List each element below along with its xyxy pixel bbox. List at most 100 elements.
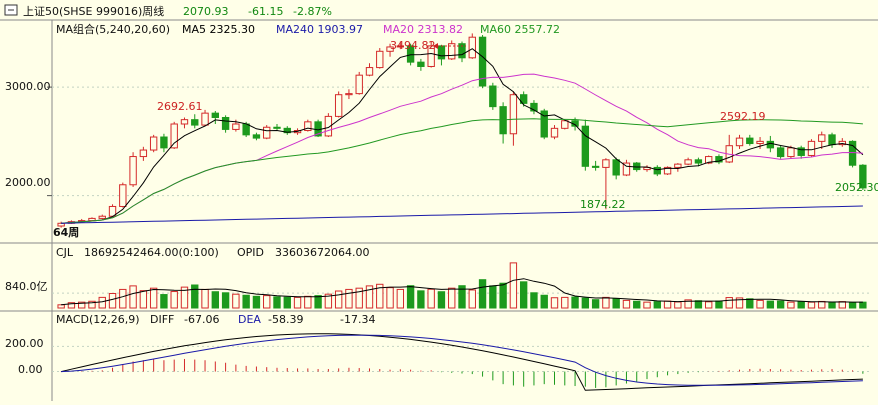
candle[interactable] (859, 164, 867, 190)
volume-bar[interactable] (108, 292, 117, 309)
candle[interactable] (417, 58, 425, 71)
candle-body[interactable] (273, 126, 281, 129)
candle-body[interactable] (98, 215, 106, 219)
volume-bar[interactable] (663, 300, 672, 309)
volume-bar[interactable] (406, 285, 415, 309)
candle-body[interactable] (561, 120, 569, 129)
candle-body[interactable] (787, 147, 795, 158)
volume-bar[interactable] (170, 291, 178, 309)
candle-body[interactable] (674, 163, 682, 168)
candle-body[interactable] (263, 126, 271, 139)
volume-bar[interactable] (478, 279, 487, 309)
candle[interactable] (684, 157, 692, 166)
candle-body[interactable] (735, 137, 744, 147)
candle[interactable] (591, 160, 600, 171)
candle-body[interactable] (376, 50, 384, 69)
volume-bar[interactable] (149, 287, 158, 309)
candle-body[interactable] (149, 136, 158, 151)
volume-bar[interactable] (242, 294, 250, 309)
candle-body[interactable] (427, 45, 435, 67)
candle[interactable] (489, 82, 497, 110)
candle[interactable] (715, 154, 723, 165)
volume-bar[interactable] (561, 296, 569, 309)
volume-bar[interactable] (807, 301, 816, 309)
volume-bar[interactable] (602, 296, 610, 309)
volume-bar[interactable] (293, 296, 302, 309)
volume-bar[interactable] (252, 295, 261, 309)
candle-body[interactable] (591, 165, 600, 168)
volume-bar[interactable] (201, 288, 209, 309)
candle-body[interactable] (119, 184, 127, 207)
candle-body[interactable] (838, 140, 846, 146)
candle-body[interactable] (252, 134, 261, 139)
volume-bar[interactable] (581, 297, 590, 309)
volume-bar[interactable] (211, 291, 220, 309)
candle[interactable] (468, 33, 476, 59)
volume-bar[interactable] (828, 302, 836, 309)
candle-body[interactable] (663, 166, 672, 175)
candle[interactable] (304, 119, 312, 132)
candle[interactable] (355, 71, 363, 95)
candle[interactable] (365, 63, 374, 77)
volume-bar[interactable] (88, 300, 96, 309)
candle[interactable] (170, 121, 178, 149)
volume-bar[interactable] (67, 302, 76, 309)
volume-bar[interactable] (499, 282, 507, 309)
candle-body[interactable] (684, 159, 692, 165)
candle[interactable] (273, 124, 281, 131)
volume-bar[interactable] (386, 287, 394, 309)
candle[interactable] (612, 157, 620, 180)
volume-bar[interactable] (735, 297, 744, 309)
candle[interactable] (345, 89, 353, 100)
candle[interactable] (848, 140, 857, 168)
volume-indicator-name[interactable]: CJL (56, 246, 74, 259)
volume-bar[interactable] (612, 298, 620, 309)
candle-body[interactable] (859, 164, 867, 189)
volume-bar[interactable] (345, 288, 353, 309)
candle[interactable] (807, 139, 816, 157)
candle-body[interactable] (581, 125, 590, 167)
volume-bar[interactable] (365, 285, 374, 309)
candle[interactable] (674, 163, 682, 172)
volume-bar[interactable] (591, 299, 600, 309)
volume-bar[interactable] (221, 292, 230, 309)
candle-body[interactable] (129, 156, 137, 186)
candle-body[interactable] (715, 156, 723, 163)
candle[interactable] (735, 134, 744, 149)
candle-body[interactable] (550, 127, 559, 138)
candle[interactable] (622, 159, 631, 177)
candle[interactable] (530, 100, 538, 115)
volume-bar[interactable] (653, 301, 661, 309)
candle-body[interactable] (704, 156, 713, 164)
candle[interactable] (448, 40, 456, 60)
candle[interactable] (653, 165, 661, 177)
candle-body[interactable] (653, 166, 661, 175)
candle[interactable] (550, 125, 559, 140)
candle[interactable] (458, 41, 466, 63)
volume-bar[interactable] (787, 301, 795, 309)
candle-body[interactable] (232, 123, 240, 130)
candle[interactable] (149, 134, 158, 153)
volume-bar[interactable] (78, 301, 86, 309)
volume-bars[interactable] (57, 262, 867, 309)
volume-bar[interactable] (694, 300, 703, 309)
ma-group-label[interactable]: MA组合(5,240,20,60) (56, 22, 170, 36)
candle[interactable] (191, 114, 199, 129)
volume-bar[interactable] (98, 296, 106, 309)
candle[interactable] (119, 182, 127, 208)
candle-body[interactable] (602, 159, 610, 168)
volume-bar[interactable] (643, 301, 651, 309)
candle[interactable] (376, 48, 384, 69)
candle-body[interactable] (458, 43, 466, 59)
candle-body[interactable] (365, 67, 374, 76)
volume-bar[interactable] (489, 285, 497, 309)
candle[interactable] (509, 91, 518, 146)
volume-bar[interactable] (334, 290, 343, 309)
volume-bar[interactable] (129, 285, 137, 309)
candle-body[interactable] (540, 110, 548, 138)
candle-body[interactable] (386, 46, 394, 52)
volume-bar[interactable] (715, 300, 723, 309)
candle-body[interactable] (324, 115, 333, 137)
volume-bar[interactable] (57, 304, 65, 309)
volume-bar[interactable] (519, 281, 528, 309)
